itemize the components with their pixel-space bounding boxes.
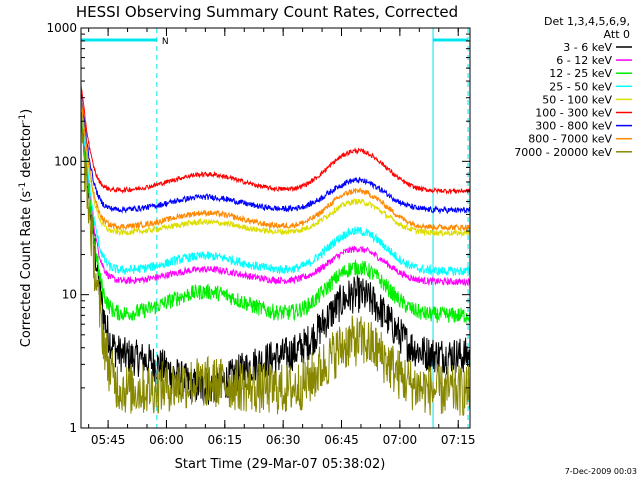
y-tick-label-2: 100: [54, 154, 77, 168]
series-line-5: [80, 85, 471, 195]
legend-label-4: 50 - 100 keV: [542, 93, 612, 106]
series-line-6: [80, 92, 470, 215]
x-tick-label-0: 05:45: [91, 433, 126, 447]
series-line-7: [80, 95, 471, 232]
y-axis-label-part: Corrected Count Rate (s: [19, 191, 34, 348]
axes: 1 10 100 1000 05:45 06:00 06:15 06:30 06:45 07:00…: [46, 21, 475, 447]
y-axis-label-part: detector: [19, 122, 34, 182]
x-tick-label-6: 07:15: [441, 433, 476, 447]
series-line-8: [80, 112, 471, 417]
x-tick-label-2: 06:15: [208, 433, 243, 447]
legend-subtitle: Att 0: [604, 28, 630, 41]
legend-label-0: 3 - 6 keV: [563, 41, 612, 54]
y-tick-label-1: 10: [62, 288, 77, 302]
legend-label-5: 100 - 300 keV: [535, 107, 612, 120]
series-line-3: [80, 101, 471, 277]
legend-label-2: 12 - 25 keV: [549, 67, 612, 80]
footer-timestamp: 7-Dec-2009 00:03: [565, 467, 637, 476]
legend-title: Det 1,3,4,5,6,9,: [544, 15, 630, 28]
legend-label-8: 7000 - 20000 keV: [514, 146, 612, 159]
x-tick-label-1: 06:00: [149, 433, 184, 447]
y-axis-label-part: ): [19, 109, 34, 114]
y-tick-label-3: 1000: [46, 21, 77, 35]
flag-label: N: [162, 37, 169, 47]
plot-frame: [80, 27, 471, 429]
y-tick-label-0: 1: [69, 421, 77, 435]
x-tick-label-3: 06:30: [266, 433, 301, 447]
series-line-4: [80, 100, 471, 238]
y-axis-label: Corrected Count Rate (s-1 detector-1): [18, 109, 34, 347]
y-axis-label-part: -1: [18, 114, 28, 123]
legend-label-3: 25 - 50 keV: [549, 80, 612, 93]
series-line-0: [80, 104, 471, 405]
series-line-1: [80, 110, 471, 287]
series-layer: [80, 85, 471, 417]
legend-label-1: 6 - 12 keV: [556, 54, 612, 67]
series-line-2: [80, 116, 471, 324]
legend-label-6: 300 - 800 keV: [535, 120, 612, 133]
x-axis-label: Start Time (29-Mar-07 05:38:02): [175, 457, 386, 472]
legend-label-7: 800 - 7000 keV: [528, 133, 612, 146]
x-tick-label-4: 06:45: [324, 433, 359, 447]
y-axis-label-part: -1: [18, 182, 28, 191]
chart-title: HESSI Observing Summary Count Rates, Cor…: [76, 3, 458, 21]
x-tick-label-5: 07:00: [383, 433, 418, 447]
